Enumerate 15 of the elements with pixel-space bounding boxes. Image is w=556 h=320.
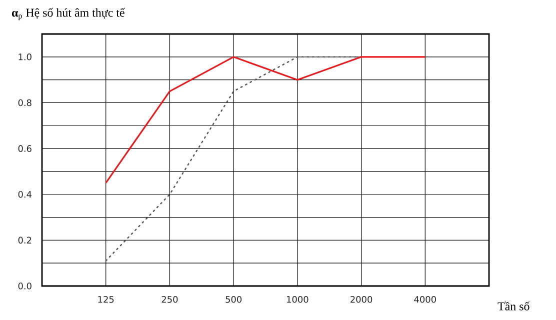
- x-tick-label: 4000: [414, 296, 436, 303]
- text: Tần số: [498, 302, 530, 310]
- line-series: [105, 56, 426, 184]
- x-tick-label: 1000: [287, 296, 308, 303]
- y-tick-label: 0.8: [18, 99, 32, 106]
- x-tick-label: 125: [98, 296, 114, 303]
- chart-title: α$_{p}$ Hệ số hút âm thực tế: [12, 8, 126, 20]
- y-tick-label: 0.0: [18, 282, 32, 290]
- y-tick-label: 0.6: [18, 145, 32, 152]
- y-tick-label: 1.0: [18, 54, 32, 60]
- y-tick-label: 0.2: [18, 236, 32, 244]
- y-tick-label: 0.4: [18, 190, 32, 198]
- x-tick-label: 250: [162, 296, 178, 303]
- x-tick-label: 2000: [350, 296, 372, 303]
- x-tick-label: 500: [226, 296, 242, 303]
